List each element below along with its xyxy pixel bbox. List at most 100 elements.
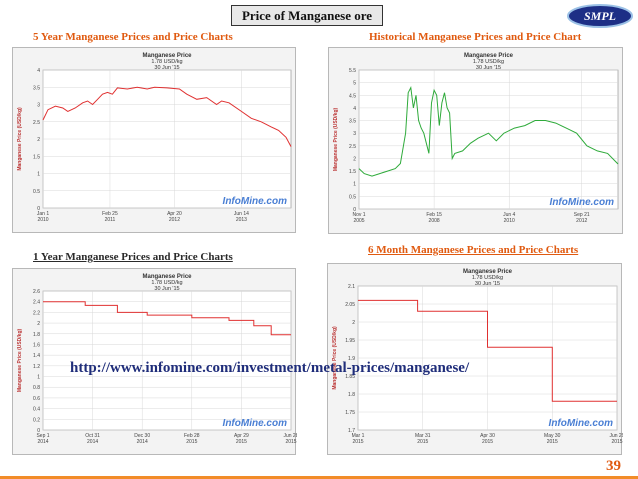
x-tick-label: Jun 29 [609, 433, 623, 439]
infomine-watermark: InfoMine.com [223, 418, 288, 429]
y-tick-label: 0.6 [33, 396, 40, 402]
chart-subtitle: 1.78 USD/kg [473, 59, 504, 65]
y-tick-label: 1.8 [348, 392, 355, 398]
x-tick-year: 2015 [417, 439, 428, 445]
y-tick-label: 2 [352, 320, 355, 326]
x-tick-label: May 30 [544, 433, 561, 439]
x-tick-year: 2014 [137, 439, 148, 445]
infomine-watermark: InfoMine.com [549, 418, 614, 429]
chart-date: 30 Jun '15 [154, 65, 179, 71]
series-line [42, 86, 292, 147]
y-tick-label: 3.5 [33, 85, 40, 91]
x-tick-year: 2014 [87, 439, 98, 445]
x-tick-year: 2015 [611, 439, 622, 445]
chart-five-year: Manganese Price 1.78 USD/kg 30 Jun '15 0 0.5… [12, 47, 296, 233]
source-url-link[interactable]: http://www.infomine.com/investment/metal… [70, 360, 470, 376]
x-tick-year: 2010 [504, 218, 515, 224]
y-tick-label: 2 [353, 156, 356, 162]
y-tick-label: 0 [353, 207, 356, 213]
svg-text:SMPL: SMPL [584, 9, 616, 23]
x-tick-label: Jun 28 [283, 433, 297, 439]
x-tick-label: Jun 14 [234, 211, 249, 217]
y-tick-label: 0.4 [33, 407, 40, 413]
series-line [358, 86, 619, 177]
y-tick-label: 4.5 [349, 93, 356, 99]
y-tick-label: 1 [37, 375, 40, 381]
chart-title: Manganese Price [464, 53, 514, 59]
page-number: 39 [606, 458, 621, 474]
y-tick-label: 4 [353, 106, 356, 112]
y-tick-label: 0.2 [33, 417, 40, 423]
infomine-watermark: InfoMine.com [223, 196, 288, 207]
chart-date: 30 Jun '15 [475, 281, 500, 287]
x-tick-label: Apr 30 [480, 433, 495, 439]
series-line [43, 301, 291, 336]
y-tick-label: 5 [353, 81, 356, 87]
chart-subtitle: 1.78 USD/kg [151, 280, 182, 286]
y-tick-label: 4 [37, 68, 40, 74]
y-tick-label: 1.9 [348, 356, 355, 362]
x-tick-label: Mar 1 [352, 433, 365, 439]
y-tick-label: 1.75 [345, 410, 355, 416]
x-tick-year: 2011 [105, 217, 116, 223]
y-tick-label: 1.7 [348, 428, 355, 434]
section-title-one-year[interactable]: 1 Year Manganese Prices and Price Charts [33, 251, 233, 263]
y-tick-label: 0 [37, 428, 40, 434]
chart-title: Manganese Price [463, 269, 513, 275]
x-tick-year: 2013 [236, 217, 247, 223]
bottom-accent-bar [0, 476, 638, 479]
x-tick-label: Feb 28 [184, 433, 200, 439]
x-tick-year: 2005 [353, 218, 364, 224]
y-tick-label: 3.5 [349, 119, 356, 125]
x-tick-label: Apr 20 [167, 211, 182, 217]
section-title-six-month[interactable]: 6 Month Manganese Prices and Price Chart… [368, 244, 579, 256]
x-tick-year: 2010 [37, 217, 48, 223]
chart-date: 30 Jun '15 [154, 286, 179, 292]
x-tick-year: 2012 [169, 217, 180, 223]
y-tick-label: 1.95 [345, 338, 355, 344]
y-tick-label: 1.8 [33, 332, 40, 338]
infomine-watermark: InfoMine.com [550, 197, 615, 208]
x-tick-label: Feb 25 [102, 211, 118, 217]
y-tick-label: 0.5 [33, 189, 40, 195]
series-line [358, 299, 617, 402]
y-tick-label: 0.5 [349, 194, 356, 200]
x-tick-year: 2015 [236, 439, 247, 445]
x-tick-year: 2015 [352, 439, 363, 445]
x-tick-year: 2014 [37, 439, 48, 445]
page-title: Price of Manganese ore [231, 5, 383, 26]
chart-one-year: Manganese Price 1.78 USD/kg 30 Jun '15 0 0.2… [12, 268, 297, 455]
x-tick-year: 2012 [576, 218, 587, 224]
y-tick-label: 1.5 [349, 169, 356, 175]
y-tick-label: 2 [37, 321, 40, 327]
x-tick-label: Feb 15 [426, 212, 442, 218]
x-tick-label: Sep 21 [574, 212, 590, 218]
plot-area [42, 290, 292, 431]
y-tick-label: 2.05 [345, 302, 355, 308]
x-tick-label: Mar 31 [415, 433, 431, 439]
y-tick-label: 1 [37, 172, 40, 178]
x-tick-label: Jan 1 [37, 211, 49, 217]
y-tick-label: 1.6 [33, 342, 40, 348]
chart-title: Manganese Price [142, 53, 192, 59]
section-title-five-year: 5 Year Manganese Prices and Price Charts [33, 31, 233, 43]
x-tick-year: 2015 [547, 439, 558, 445]
y-tick-label: 2.6 [33, 289, 40, 295]
y-tick-label: 2.5 [33, 120, 40, 126]
y-tick-label: 2.1 [348, 284, 355, 290]
chart-title: Manganese Price [142, 274, 192, 280]
chart-subtitle: 1.78 USD/kg [151, 59, 182, 65]
y-tick-label: 2 [37, 137, 40, 143]
y-axis-label: Manganese Price (USD/kg) [17, 107, 23, 171]
y-axis-label: Manganese Price (USD/kg) [333, 107, 339, 171]
x-tick-year: 2015 [482, 439, 493, 445]
y-tick-label: 1.2 [33, 364, 40, 370]
y-tick-label: 1.5 [33, 154, 40, 160]
x-tick-label: Jun 4 [503, 212, 515, 218]
x-tick-label: Dec 30 [134, 433, 150, 439]
chart-subtitle: 1.78 USD/kg [472, 275, 503, 281]
y-tick-label: 0 [37, 206, 40, 212]
y-tick-label: 2.5 [349, 144, 356, 150]
y-axis-label: Manganese Price (USD/kg) [17, 328, 23, 392]
chart-date: 30 Jun '15 [476, 65, 501, 71]
